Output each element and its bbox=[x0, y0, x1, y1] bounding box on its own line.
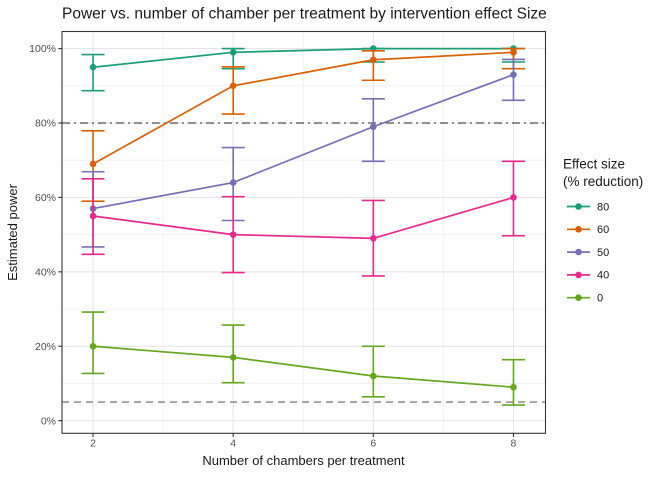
series-line bbox=[92, 47, 514, 69]
legend-key-point-40 bbox=[575, 271, 582, 279]
x-axis-title: Number of chambers per treatment bbox=[202, 453, 405, 468]
y-axis-title: Estimated power bbox=[5, 183, 20, 280]
x-tick-label: 6 bbox=[370, 437, 376, 449]
y-tick-label: 40% bbox=[35, 266, 56, 278]
x-tick-label: 2 bbox=[90, 437, 96, 449]
data-point bbox=[229, 179, 237, 186]
data-point bbox=[510, 194, 517, 201]
y-tick-label: 20% bbox=[35, 341, 56, 353]
legend-entries: 80 60 50 40 0 bbox=[567, 201, 609, 305]
data-point bbox=[370, 235, 377, 242]
y-tick-label: 100% bbox=[29, 43, 56, 55]
series-0 bbox=[81, 311, 525, 406]
data-point bbox=[370, 123, 377, 131]
legend-key-point-60 bbox=[575, 226, 582, 233]
data-point bbox=[229, 354, 237, 361]
x-tick-label: 4 bbox=[230, 437, 236, 449]
data-point bbox=[89, 160, 97, 168]
data-point bbox=[229, 82, 237, 90]
y-tick-label: 0% bbox=[41, 415, 56, 427]
series-line bbox=[92, 196, 514, 240]
data-point bbox=[510, 49, 517, 56]
series-line bbox=[92, 345, 514, 389]
series-40 bbox=[81, 160, 525, 277]
panel-background bbox=[62, 31, 546, 434]
series-line bbox=[92, 73, 514, 210]
legend-title-line-1: Effect size bbox=[563, 157, 625, 172]
legend-label-60: 60 bbox=[597, 224, 609, 236]
x-tick-label: 8 bbox=[511, 437, 517, 449]
plot-panel: 2 4 6 80%20%40%60%80%100% bbox=[29, 30, 547, 449]
y-tick-label: 60% bbox=[35, 192, 56, 204]
data-point bbox=[89, 212, 97, 220]
data-point bbox=[89, 63, 97, 71]
data-point bbox=[510, 383, 517, 391]
data-point bbox=[229, 49, 237, 56]
legend-label-40: 40 bbox=[597, 270, 609, 282]
legend-label-80: 80 bbox=[597, 201, 609, 213]
data-point bbox=[229, 231, 237, 238]
series-line bbox=[92, 51, 514, 165]
legend-key-point-80 bbox=[575, 203, 582, 210]
panel-border bbox=[61, 30, 547, 434]
data-point bbox=[510, 71, 517, 78]
chart-title: Power vs. number of chamber per treatmen… bbox=[62, 6, 547, 23]
data-point bbox=[370, 372, 377, 380]
y-tick-label: 80% bbox=[35, 118, 56, 130]
legend-key-point-50 bbox=[575, 248, 582, 256]
data-point bbox=[370, 56, 377, 64]
legend-title-line-2: (% reduction) bbox=[563, 174, 643, 189]
legend-key-point-0 bbox=[575, 294, 582, 302]
legend-label-0: 0 bbox=[597, 293, 603, 305]
legend-label-50: 50 bbox=[597, 247, 609, 259]
data-point bbox=[89, 342, 97, 350]
legend: Effect size (% reduction) 80 60 50 40 0 bbox=[563, 157, 643, 305]
